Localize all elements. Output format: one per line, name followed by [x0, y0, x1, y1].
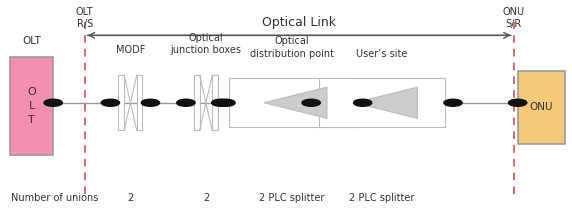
Text: Number of unions: Number of unions [11, 193, 99, 203]
Circle shape [302, 99, 320, 106]
Circle shape [44, 99, 62, 106]
Circle shape [101, 99, 120, 106]
Text: OLT
R/S: OLT R/S [76, 7, 93, 29]
Circle shape [141, 99, 160, 106]
Circle shape [444, 99, 462, 106]
Circle shape [177, 99, 195, 106]
Text: User’s site: User’s site [356, 49, 408, 59]
Text: Optical Link: Optical Link [262, 16, 336, 29]
FancyBboxPatch shape [518, 71, 565, 144]
Circle shape [509, 99, 527, 106]
Circle shape [212, 99, 230, 106]
FancyBboxPatch shape [137, 75, 142, 130]
Text: MODF: MODF [116, 45, 145, 55]
Text: 2 PLC splitter: 2 PLC splitter [349, 193, 415, 203]
FancyBboxPatch shape [194, 75, 200, 130]
Polygon shape [264, 87, 327, 118]
FancyBboxPatch shape [229, 78, 355, 127]
Text: O
L
T: O L T [27, 87, 36, 125]
Text: Optical
junction boxes: Optical junction boxes [170, 33, 241, 55]
Text: 2: 2 [203, 193, 209, 203]
Text: ONU
S/R: ONU S/R [503, 7, 525, 29]
Text: 2 PLC splitter: 2 PLC splitter [259, 193, 324, 203]
FancyBboxPatch shape [118, 75, 124, 130]
Circle shape [353, 99, 372, 106]
FancyBboxPatch shape [319, 78, 445, 127]
Circle shape [217, 99, 235, 106]
FancyBboxPatch shape [212, 75, 218, 130]
FancyBboxPatch shape [10, 57, 53, 155]
Polygon shape [355, 87, 418, 118]
Text: OLT: OLT [22, 36, 41, 46]
Text: 2: 2 [128, 193, 133, 203]
Text: ONU: ONU [529, 102, 553, 112]
Text: Optical
distribution point: Optical distribution point [250, 36, 333, 59]
